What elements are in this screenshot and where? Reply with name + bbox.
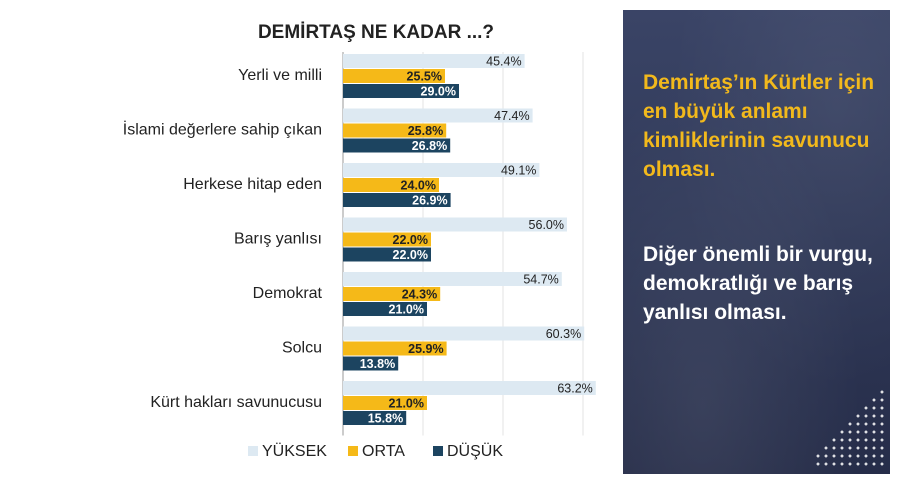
bar-yksek <box>343 217 567 232</box>
legend-label: ORTA <box>362 443 405 460</box>
bar-orta <box>343 287 441 301</box>
insight-panel: Demirtaş’ın Kürtler için en büyük anlamı… <box>623 10 890 474</box>
bar-dk <box>343 411 407 425</box>
category-label: Herkese hitap eden <box>183 176 322 193</box>
category-label: Kürt hakları savunucusu <box>150 394 322 411</box>
value-label: 63.2% <box>557 382 592 396</box>
category-label: Barış yanlısı <box>234 231 322 248</box>
bar-dk <box>343 193 451 207</box>
value-label: 56.0% <box>529 218 564 232</box>
dot-pattern-decoration <box>814 388 884 468</box>
category-labels: Yerli ve milli İslami değerlere sahip çık… <box>123 67 323 411</box>
bar-orta <box>343 341 447 356</box>
value-label: 26.9% <box>412 194 447 208</box>
legend-swatch <box>348 446 358 456</box>
bar-dk <box>343 356 399 371</box>
value-label: 25.8% <box>408 124 443 138</box>
bar-chart: DEMİRTAŞ NE KADAR ...? Yerli ve milli İsl… <box>123 22 596 460</box>
value-label: 25.9% <box>408 342 443 356</box>
category-label: Yerli ve milli <box>238 67 322 84</box>
value-label: 21.0% <box>389 397 424 411</box>
value-label: 45.4% <box>486 55 521 69</box>
bar-dk <box>343 247 431 262</box>
bar-orta <box>343 69 445 83</box>
bar-dk <box>343 138 451 153</box>
value-label: 24.3% <box>402 288 437 302</box>
bar-orta <box>343 123 447 138</box>
panel-headline: Demirtaş’ın Kürtler için en büyük anlamı… <box>643 71 875 181</box>
bar-orta <box>343 396 427 410</box>
value-label: 13.8% <box>360 357 395 371</box>
legend-label: YÜKSEK <box>262 442 327 460</box>
value-label: 60.3% <box>546 327 581 341</box>
legend: YÜKSEK ORTA DÜŞÜK <box>248 442 503 460</box>
legend-swatch <box>248 446 258 456</box>
bar-yksek <box>343 326 585 341</box>
bar-yksek <box>343 54 525 68</box>
value-label: 22.0% <box>393 233 428 247</box>
value-label: 15.8% <box>368 412 403 426</box>
value-label: 29.0% <box>421 85 456 99</box>
chart-title: DEMİRTAŞ NE KADAR ...? <box>258 22 494 43</box>
bar-orta <box>343 178 439 192</box>
value-label: 25.5% <box>407 70 442 84</box>
bar-yksek <box>343 108 533 123</box>
value-label: 49.1% <box>501 164 536 178</box>
bar-yksek <box>343 272 562 286</box>
legend-swatch <box>433 446 443 456</box>
value-label: 47.4% <box>494 109 529 123</box>
category-label: İslami değerlere sahip çıkan <box>123 120 322 139</box>
category-label: Demokrat <box>253 285 323 302</box>
legend-label: DÜŞÜK <box>447 442 503 460</box>
bars <box>343 54 596 425</box>
bar-yksek <box>343 381 596 395</box>
bar-dk <box>343 84 459 98</box>
value-label: 54.7% <box>523 273 558 287</box>
bar-orta <box>343 232 431 247</box>
panel-subline: Diğer önemli bir vurgu, demokratlığı ve … <box>643 243 873 324</box>
value-label: 21.0% <box>389 303 424 317</box>
value-label: 22.0% <box>393 248 428 262</box>
category-label: Solcu <box>282 340 322 357</box>
bar-dk <box>343 302 427 316</box>
value-label: 24.0% <box>401 179 436 193</box>
value-labels: 45.4% 25.5%29.0% 47.4% 25.8%26.8% 49.1% 24.0%… <box>360 55 593 426</box>
bar-yksek <box>343 163 540 177</box>
value-label: 26.8% <box>412 139 447 153</box>
